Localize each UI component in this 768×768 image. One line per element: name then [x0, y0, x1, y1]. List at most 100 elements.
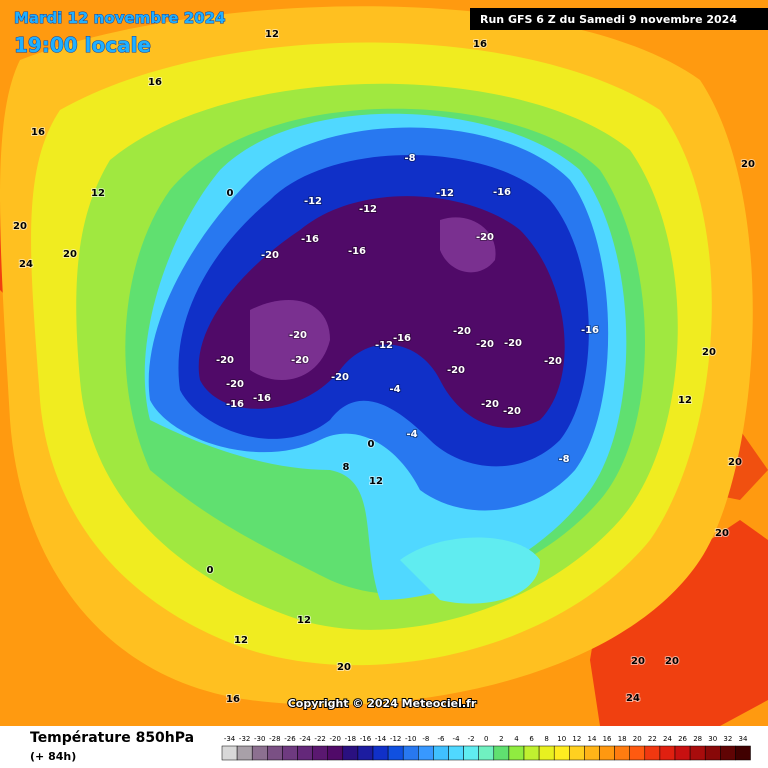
scale-tick-label: 12	[572, 735, 581, 743]
contour-label: -4	[406, 429, 417, 440]
scale-swatch	[221, 745, 238, 761]
scale-swatch	[659, 745, 676, 761]
scale-tick-label: -2	[468, 735, 475, 743]
scale-tick-label: -18	[345, 735, 356, 743]
scale-swatch	[599, 745, 615, 761]
contour-label: 20	[631, 656, 645, 667]
contour-label: 24	[626, 693, 640, 704]
scale-tick-label: 6	[529, 735, 534, 743]
scale-tick-label: 34	[738, 735, 747, 743]
contour-label: -20	[447, 365, 465, 376]
scale-swatch	[312, 745, 328, 761]
scale-tick-label: -14	[375, 735, 387, 743]
contour-label: 12	[234, 635, 248, 646]
contour-label: 12	[91, 188, 105, 199]
scale-swatch	[357, 745, 374, 761]
scale-tick-label: 20	[633, 735, 642, 743]
contour-label: 16	[473, 39, 487, 50]
scale-tick-label: 22	[648, 735, 657, 743]
scale-tick-label: -10	[405, 735, 416, 743]
scale-swatch	[402, 745, 419, 761]
contour-label: 20	[13, 221, 27, 232]
scale-swatch	[674, 745, 691, 761]
scale-tick-label: 16	[603, 735, 612, 743]
scale-tick-label: 0	[484, 735, 488, 743]
contour-label: -8	[404, 153, 415, 164]
contour-label: -20	[503, 406, 521, 417]
scale-tick-label: -4	[453, 735, 461, 743]
contour-label: 20	[63, 249, 77, 260]
contour-label: -12	[375, 340, 393, 351]
contour-label: 12	[678, 395, 692, 406]
scale-tick-label: 24	[663, 735, 672, 743]
contour-label: 20	[728, 457, 742, 468]
contour-label: -16	[226, 399, 244, 410]
scale-swatch	[251, 745, 268, 761]
copyright: Copyright © 2024 Meteociel.fr	[288, 697, 477, 710]
contour-label: 20	[715, 528, 729, 539]
contour-label: -20	[476, 339, 494, 350]
contour-label: 8	[343, 462, 350, 473]
contour-label: -12	[436, 188, 454, 199]
scale-swatch	[644, 745, 661, 761]
scale-swatch	[523, 745, 540, 761]
contour-label: -16	[301, 234, 319, 245]
contour-label: 16	[31, 127, 45, 138]
contour-label: -4	[389, 384, 400, 395]
scale-tick-label: -20	[330, 735, 341, 743]
contour-label: -12	[359, 204, 377, 215]
contour-label: -20	[453, 326, 471, 337]
scale-swatch	[614, 745, 630, 761]
scale-tick-label: 2	[499, 735, 503, 743]
contour-label: -20	[331, 372, 349, 383]
contour-label: 12	[297, 615, 311, 626]
scale-tick-label: -12	[390, 735, 401, 743]
legend-title: Température 850hPa	[30, 730, 194, 746]
scale-tick-label: 10	[557, 735, 566, 743]
scale-swatch	[236, 745, 253, 761]
scale-tick-label: -32	[239, 735, 250, 743]
contour-label: -16	[581, 325, 599, 336]
scale-swatch	[629, 745, 646, 761]
scale-swatch	[327, 745, 344, 761]
run-info: Run GFS 6 Z du Samedi 9 novembre 2024	[480, 13, 737, 26]
scale-tick-label: 8	[544, 735, 548, 743]
contour-label: 12	[265, 29, 279, 40]
contour-label: -20	[261, 250, 279, 261]
contour-label: 20	[665, 656, 679, 667]
contour-label: -20	[291, 355, 309, 366]
scale-swatch	[387, 745, 404, 761]
scale-tick-label: -22	[314, 735, 325, 743]
scale-swatch	[372, 745, 389, 761]
contour-label: 20	[702, 347, 716, 358]
scale-swatch	[478, 745, 495, 761]
contour-label: -20	[481, 399, 499, 410]
scale-tick-label: -16	[360, 735, 372, 743]
scale-tick-label: 14	[587, 735, 596, 743]
scale-swatch	[508, 745, 525, 761]
contour-label: -16	[493, 187, 511, 198]
scale-swatch	[463, 745, 479, 761]
scale-tick-label: -26	[284, 735, 296, 743]
scale-tick-label: 18	[618, 735, 627, 743]
contour-label: 24	[19, 259, 33, 270]
scale-swatch	[720, 745, 736, 761]
contour-label: 20	[337, 662, 351, 673]
temperature-fields	[0, 6, 768, 726]
scale-tick-label: -28	[269, 735, 280, 743]
scale-swatch	[418, 745, 434, 761]
scale-tick-label: 26	[678, 735, 687, 743]
contour-label: -8	[558, 454, 569, 465]
scale-tick-label: 30	[708, 735, 717, 743]
scale-tick-label: 32	[723, 735, 732, 743]
scale-swatch	[297, 745, 313, 761]
scale-swatch	[433, 745, 449, 761]
contour-label: 20	[741, 159, 755, 170]
contour-label: 16	[148, 77, 162, 88]
forecast-time: 19:00 locale	[14, 33, 151, 57]
contour-label: -16	[253, 393, 271, 404]
color-scale: -34 -32 -30 -28 -26 -24 -22 -20 -18 -16 -14 -12 -10-…	[221, 735, 751, 761]
scale-swatch	[569, 745, 585, 761]
contour-label: -20	[476, 232, 494, 243]
